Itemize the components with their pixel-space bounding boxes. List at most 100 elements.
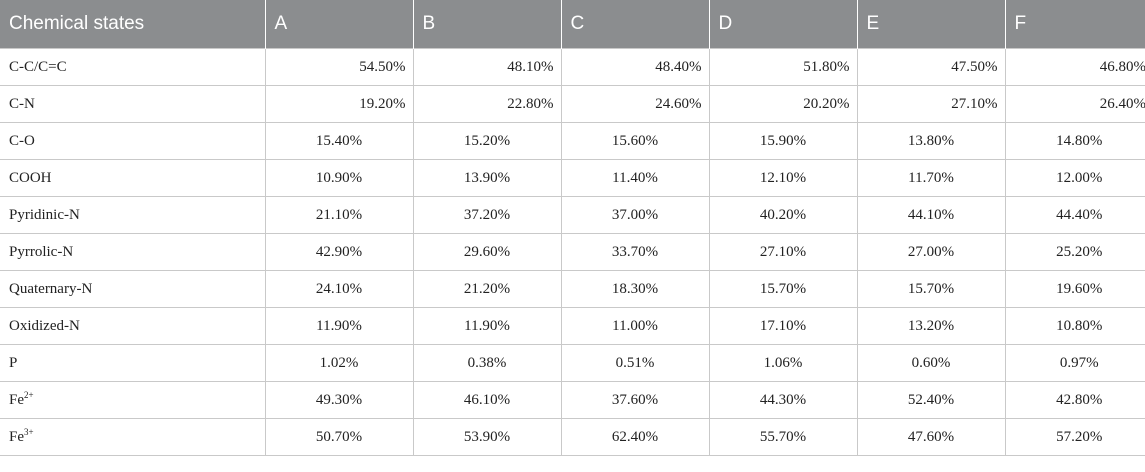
header-c: C [561, 0, 710, 49]
row-label-cell: Pyrrolic-N [0, 233, 266, 271]
table-cell: 18.30% [560, 270, 710, 308]
table-header-row: Chemical states A B C D E F [0, 0, 1145, 49]
table-cell: 1.06% [708, 344, 858, 382]
row-label-superscript: 2+ [24, 389, 34, 400]
row-label: Pyridinic-N [9, 206, 80, 223]
table-cell: 27.10% [708, 233, 858, 271]
row-label-cell: P [0, 344, 266, 382]
row-label: COOH [9, 169, 52, 186]
table-row: Fe3+ 50.70% 53.90% 62.40% 55.70% 47.60% 57.20% [0, 418, 1145, 456]
header-b: B [413, 0, 562, 49]
table-cell: 52.40% [856, 381, 1006, 419]
table-cell: 47.50% [856, 48, 1006, 86]
table-cell: 37.00% [560, 196, 710, 234]
table-cell: 37.20% [412, 196, 562, 234]
table-cell: 62.40% [560, 418, 710, 456]
table-cell: 44.40% [1004, 196, 1145, 234]
row-label-cell: Fe2+ [0, 381, 266, 419]
header-e: E [857, 0, 1006, 49]
table-cell: 44.10% [856, 196, 1006, 234]
table-cell: 10.90% [264, 159, 414, 197]
table-cell: 11.70% [856, 159, 1006, 197]
table-cell: 51.80% [708, 48, 858, 86]
table-cell: 46.10% [412, 381, 562, 419]
table-row: Oxidized-N 11.90% 11.90% 11.00% 17.10% 13.20%… [0, 307, 1145, 345]
table-cell: 12.10% [708, 159, 858, 197]
table-cell: 21.20% [412, 270, 562, 308]
table-cell: 54.50% [264, 48, 414, 86]
table-cell: 15.90% [708, 122, 858, 160]
table-cell: 11.90% [412, 307, 562, 345]
header-a: A [265, 0, 414, 49]
table-cell: 10.80% [1004, 307, 1145, 345]
row-label: Quaternary-N [9, 280, 93, 297]
table-cell: 48.40% [560, 48, 710, 86]
row-label-superscript: 3+ [24, 426, 34, 437]
table-cell: 15.60% [560, 122, 710, 160]
table-cell: 50.70% [264, 418, 414, 456]
chemical-states-table: Chemical states A B C D E F C-C/C=C 54.50… [0, 0, 1145, 456]
table-body: C-C/C=C 54.50% 48.10% 48.40% 51.80% 47.50% 46.… [0, 48, 1145, 456]
table-cell: 42.90% [264, 233, 414, 271]
table-cell: 42.80% [1004, 381, 1145, 419]
table-cell: 15.70% [708, 270, 858, 308]
table-cell: 0.60% [856, 344, 1006, 382]
table-row: Fe2+ 49.30% 46.10% 37.60% 44.30% 52.40% 42.80% [0, 381, 1145, 419]
table-cell: 40.20% [708, 196, 858, 234]
table-cell: 0.51% [560, 344, 710, 382]
table-cell: 13.90% [412, 159, 562, 197]
row-label: C-N [9, 95, 35, 112]
table-cell: 53.90% [412, 418, 562, 456]
table-row: C-N 19.20% 22.80% 24.60% 20.20% 27.10% 26.40% [0, 85, 1145, 123]
table-cell: 24.10% [264, 270, 414, 308]
row-label: Oxidized-N [9, 317, 80, 334]
row-label: Pyrrolic-N [9, 243, 74, 260]
table-cell: 20.20% [708, 85, 858, 123]
table-row: C-O 15.40% 15.20% 15.60% 15.90% 13.80% 14.80% [0, 122, 1145, 160]
table-cell: 15.70% [856, 270, 1006, 308]
table-cell: 26.40% [1004, 85, 1145, 123]
table-cell: 24.60% [560, 85, 710, 123]
row-label: C-O [9, 132, 35, 149]
table-cell: 0.38% [412, 344, 562, 382]
table-cell: 13.80% [856, 122, 1006, 160]
table-cell: 27.00% [856, 233, 1006, 271]
row-label-cell: C-O [0, 122, 266, 160]
row-label-cell: Quaternary-N [0, 270, 266, 308]
table-cell: 15.40% [264, 122, 414, 160]
row-label-cell: C-C/C=C [0, 48, 266, 86]
table-cell: 19.20% [264, 85, 414, 123]
table-cell: 37.60% [560, 381, 710, 419]
table-cell: 25.20% [1004, 233, 1145, 271]
table-row: COOH 10.90% 13.90% 11.40% 12.10% 11.70% 12.00% [0, 159, 1145, 197]
header-chemical-states: Chemical states [0, 0, 266, 49]
table-cell: 19.60% [1004, 270, 1145, 308]
row-label: Fe [9, 428, 24, 445]
table-cell: 17.10% [708, 307, 858, 345]
table-cell: 22.80% [412, 85, 562, 123]
table-cell: 11.00% [560, 307, 710, 345]
table-row: Pyridinic-N 21.10% 37.20% 37.00% 40.20% 44.10… [0, 196, 1145, 234]
table-cell: 14.80% [1004, 122, 1145, 160]
row-label-cell: Oxidized-N [0, 307, 266, 345]
header-f: F [1005, 0, 1145, 49]
row-label: Fe [9, 391, 24, 408]
table-cell: 44.30% [708, 381, 858, 419]
row-label-cell: Fe3+ [0, 418, 266, 456]
table-cell: 48.10% [412, 48, 562, 86]
table-row: P 1.02% 0.38% 0.51% 1.06% 0.60% 0.97% [0, 344, 1145, 382]
table-cell: 29.60% [412, 233, 562, 271]
table-cell: 49.30% [264, 381, 414, 419]
row-label: P [9, 354, 18, 371]
table-cell: 11.90% [264, 307, 414, 345]
table-cell: 0.97% [1004, 344, 1145, 382]
table-cell: 55.70% [708, 418, 858, 456]
table-cell: 33.70% [560, 233, 710, 271]
row-label-cell: COOH [0, 159, 266, 197]
table-cell: 21.10% [264, 196, 414, 234]
table-row: C-C/C=C 54.50% 48.10% 48.40% 51.80% 47.50% 46.… [0, 48, 1145, 86]
table-cell: 57.20% [1004, 418, 1145, 456]
table-cell: 47.60% [856, 418, 1006, 456]
header-d: D [709, 0, 858, 49]
table-cell: 46.80% [1004, 48, 1145, 86]
